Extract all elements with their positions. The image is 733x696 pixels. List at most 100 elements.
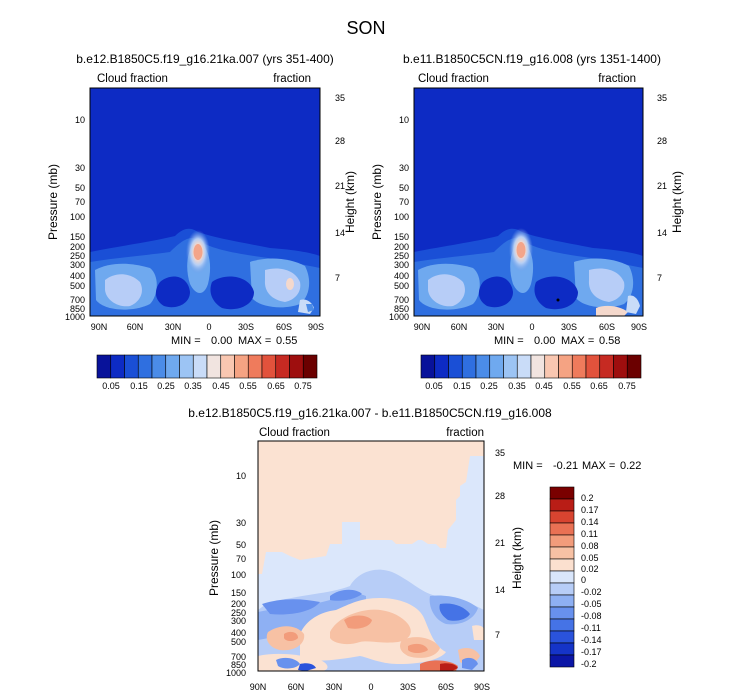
panel-b-colorbar-label: 0.05 (425, 381, 443, 391)
panel-a-y-tick: 500 (70, 281, 85, 291)
panel-c-colorbar-label: -0.11 (581, 623, 601, 633)
panel-a-y-tick: 850 (70, 304, 85, 314)
panel-b-colorbar-label: 0.35 (508, 381, 526, 391)
colorbar-swatch (549, 534, 575, 548)
panel-c-y-tick: 1000 (226, 668, 246, 678)
panel-c-y-tick: 300 (231, 616, 246, 626)
panel-c-colorbar-label: -0.17 (581, 647, 602, 657)
colorbar-swatch (448, 354, 463, 379)
colorbar-swatch (530, 354, 546, 379)
panel-c-max-value: 0.22 (620, 460, 641, 472)
panel-c-y-tick: 400 (231, 628, 246, 638)
panel-c-y2-ticks: 35 28 21 14 7 (495, 448, 505, 640)
panel-b-y2-tick: 7 (657, 273, 662, 283)
panel-a-y-tick: 700 (70, 295, 85, 305)
colorbar-swatch (558, 354, 573, 379)
panel-b-colorbar-label: 0.25 (480, 381, 498, 391)
panel-c-y-tick: 10 (236, 471, 246, 481)
colorbar-swatch (549, 522, 575, 536)
panel-a-y-tick: 400 (70, 271, 85, 281)
panel-a-y-tick: 200 (70, 242, 85, 252)
panel-a-x-tick: 30S (238, 322, 254, 332)
panel-a-y2-tick: 21 (335, 181, 345, 191)
panel-c-y-tick: 50 (236, 540, 246, 550)
panel-c: b.e12.B1850C5.f19_g16.21ka.007 - b.e11.B… (188, 406, 641, 692)
panel-c-stats: MIN = -0.21 MAX = 0.22 (513, 460, 641, 472)
panel-c-y-tick: 30 (236, 518, 246, 528)
panel-b-y-tick: 250 (394, 251, 409, 261)
panel-b-min-label: MIN = (494, 335, 524, 347)
colorbar-swatch (549, 546, 575, 560)
panel-a-colorbar-label: 0.55 (239, 381, 257, 391)
colorbar-swatch (234, 354, 249, 379)
panel-b-y2-ticks: 35 28 21 14 7 (657, 93, 667, 283)
panel-b-x-tick: 30S (561, 322, 577, 332)
panel-c-colorbar-label: 0.02 (581, 564, 599, 574)
colorbar-swatch (549, 618, 575, 632)
panel-c-y2-tick: 7 (495, 630, 500, 640)
panel-b-y-tick: 150 (394, 232, 409, 242)
panel-a-y2-tick: 28 (335, 136, 345, 146)
panel-b-y-tick: 700 (394, 295, 409, 305)
figure-title: SON (346, 18, 385, 38)
colorbar-swatch (549, 486, 575, 500)
panel-b-y2-tick: 35 (657, 93, 667, 103)
panel-c-y2-tick: 14 (495, 585, 505, 595)
colorbar-swatch (420, 354, 436, 379)
panel-c-colorbar-label: 0 (581, 575, 586, 585)
colorbar-swatch (220, 354, 235, 379)
panel-a-y-tick: 1000 (65, 312, 85, 322)
panel-a-y-tick: 100 (70, 212, 85, 222)
panel-a-max-label: MAX = (238, 335, 271, 347)
panel-c-colorbar-label: 0.2 (581, 493, 594, 503)
panel-c-field (258, 441, 484, 671)
colorbar-swatch (475, 354, 491, 379)
panel-a-right-label: fraction (273, 73, 311, 85)
panel-c-x-tick: 60N (288, 682, 305, 692)
panel-c-colorbar-label: -0.05 (581, 599, 602, 609)
panel-a-y2-tick: 35 (335, 93, 345, 103)
panel-b-y-tick: 200 (394, 242, 409, 252)
panel-b-y-tick: 300 (394, 260, 409, 270)
panel-b-x-ticks: 90N 60N 30N 0 30S 60S 90S (414, 322, 647, 332)
panel-c-y-tick: 700 (231, 652, 246, 662)
colorbar-swatch (549, 582, 575, 596)
panel-a-colorbar-label: 0.65 (267, 381, 285, 391)
panel-b-y2-tick: 21 (657, 181, 667, 191)
colorbar-swatch (192, 354, 208, 379)
panel-c-colorbar-label: -0.02 (581, 587, 602, 597)
panel-c-min-label: MIN = (513, 460, 543, 472)
colorbar-swatch (289, 354, 304, 379)
panel-c-y-tick: 850 (231, 660, 246, 670)
panel-a-y-tick: 300 (70, 260, 85, 270)
panel-c-ylabel: Pressure (mb) (207, 520, 221, 596)
colorbar-swatch (544, 354, 559, 379)
panel-c-y-tick: 70 (236, 554, 246, 564)
panel-b: b.e11.B1850C5CN.f19_g16.008 (yrs 1351-14… (370, 52, 684, 391)
panel-c-y-tick: 100 (231, 570, 246, 580)
panel-b-x-tick: 60S (599, 322, 615, 332)
panel-c-y-tick: 250 (231, 608, 246, 618)
colorbar-swatch (206, 354, 222, 379)
colorbar-swatch (613, 354, 628, 379)
panel-b-y-tick: 500 (394, 281, 409, 291)
panel-a-stats: MIN = 0.00 MAX = 0.55 (171, 335, 297, 347)
panel-b-x-tick: 0 (529, 322, 534, 332)
colorbar-swatch (599, 354, 614, 379)
panel-c-y2-tick: 28 (495, 491, 505, 501)
panel-b-field (414, 88, 643, 316)
colorbar-swatch (549, 558, 575, 572)
panel-a-title: b.e12.B1850C5.f19_g16.21ka.007 (yrs 351-… (76, 52, 334, 66)
colorbar-swatch (626, 354, 642, 379)
colorbar-swatch (124, 354, 139, 379)
panel-a-colorbar-labels: 0.05 0.15 0.25 0.35 0.45 0.55 0.65 0.75 (102, 381, 312, 391)
panel-b-y2label: Height (km) (670, 171, 684, 233)
panel-a-colorbar-label: 0.25 (157, 381, 175, 391)
panel-b-y-tick: 10 (399, 115, 409, 125)
panel-a-y2-ticks: 35 28 21 14 7 (335, 93, 345, 283)
panel-a-y-tick: 30 (75, 163, 85, 173)
panel-b-right-label: fraction (598, 73, 636, 85)
panel-a-y-tick: 250 (70, 251, 85, 261)
panel-c-colorbar-label: -0.2 (581, 659, 597, 669)
